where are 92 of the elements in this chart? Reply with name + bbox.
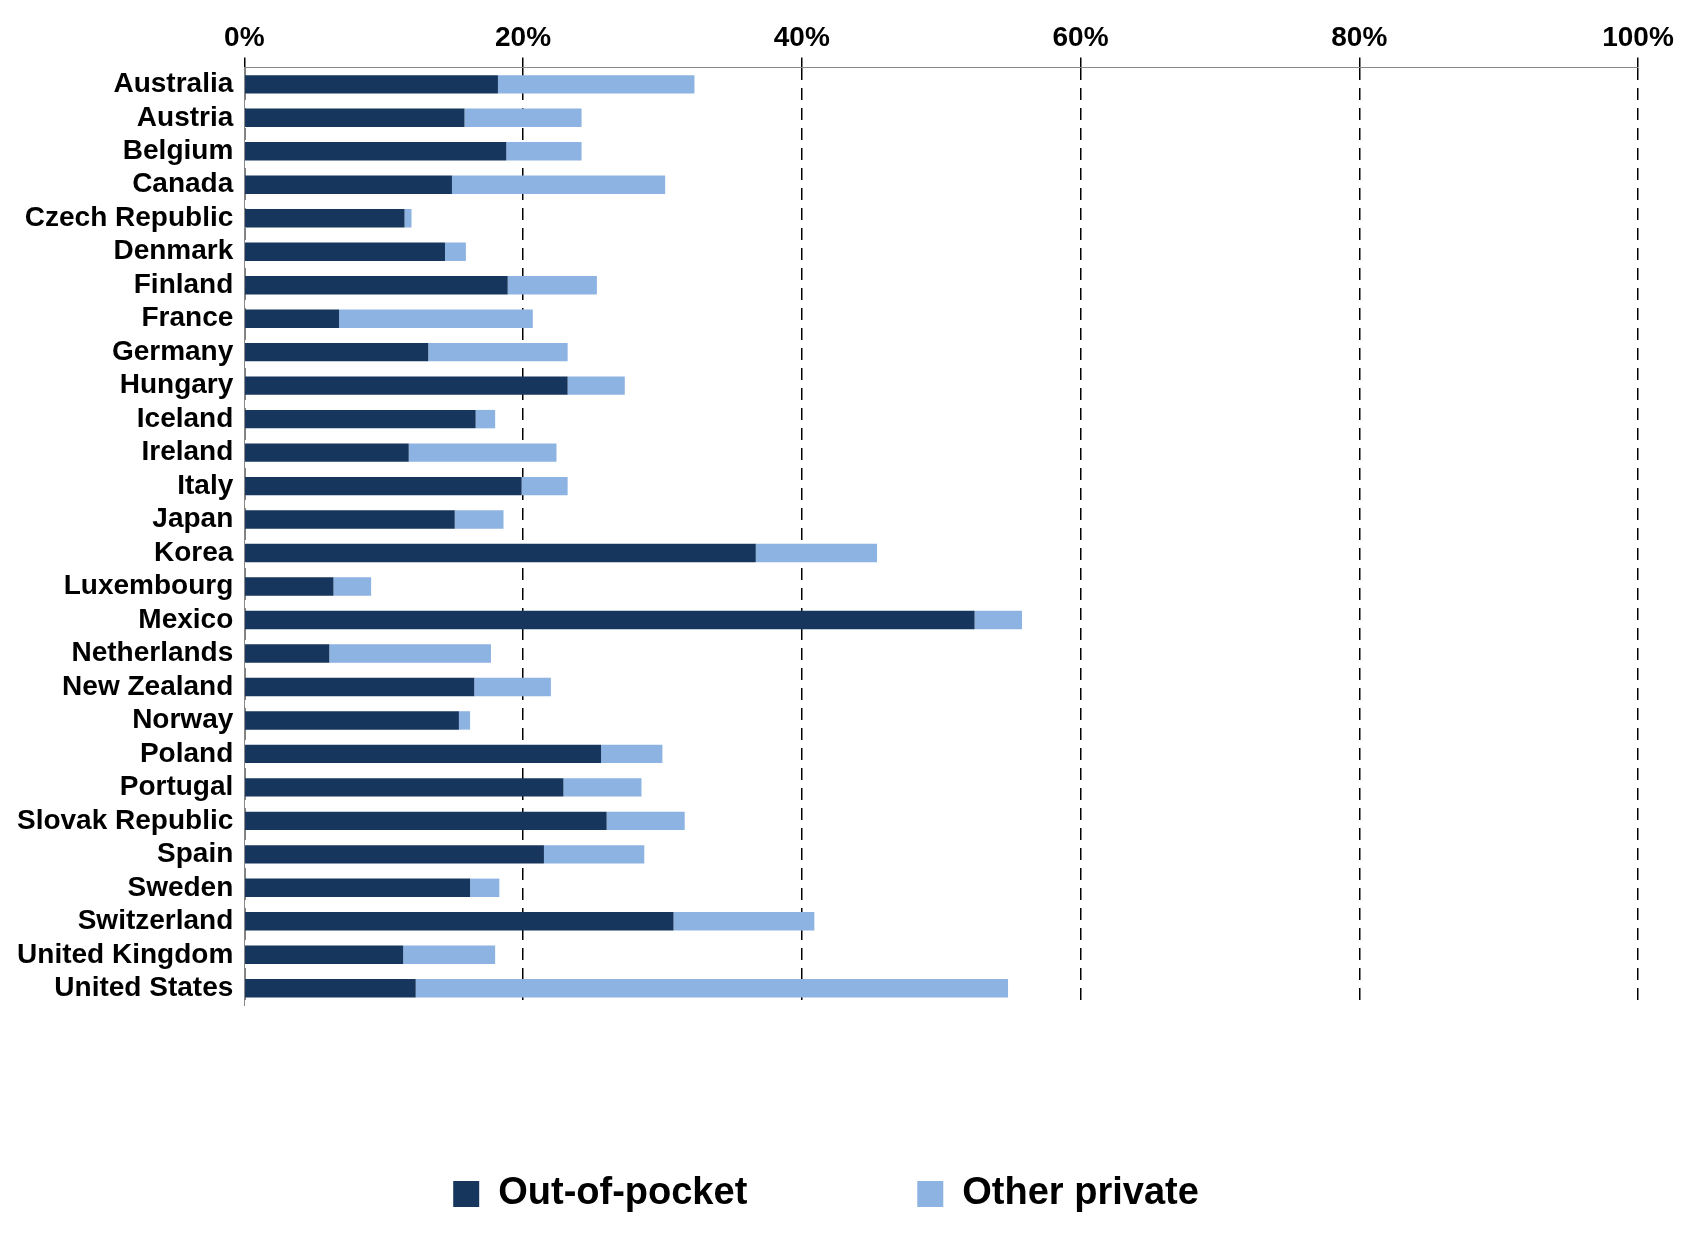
y-tick-label: Switzerland: [77, 904, 234, 936]
bar: [245, 711, 459, 730]
bar: [245, 376, 568, 395]
x-tick-label: 20%: [495, 20, 552, 52]
bar: [245, 409, 476, 429]
y-tick-label: United States: [54, 970, 234, 1002]
x-tick-label: 100%: [1602, 20, 1674, 52]
y-tick-label: France: [141, 301, 234, 333]
bar: [245, 510, 455, 529]
y-tick-label: Japan: [152, 502, 234, 534]
bar: [339, 309, 533, 328]
bar: [506, 142, 582, 161]
bar: [245, 979, 416, 998]
bar: [245, 276, 508, 295]
bar: [245, 209, 405, 228]
bar: [245, 108, 465, 128]
y-tick-label: Ireland: [141, 435, 234, 467]
bar: [245, 912, 674, 931]
bar: [408, 443, 557, 462]
y-tick-label: Slovak Republic: [16, 803, 234, 835]
y-tick-label: United Kingdom: [17, 937, 234, 969]
bar: [543, 845, 645, 864]
bar: [245, 644, 330, 663]
bar: [601, 744, 663, 764]
bar: [454, 510, 504, 529]
bar: [606, 811, 685, 831]
y-tick-label: Finland: [133, 267, 234, 299]
x-tick-label: 40%: [773, 20, 830, 52]
y-tick-label: Germany: [111, 334, 234, 366]
bar: [245, 878, 471, 898]
bar: [673, 912, 815, 931]
bar: [451, 175, 666, 194]
bar: [974, 610, 1022, 630]
bar: [403, 945, 496, 964]
legend-label: Out-of-pocket: [498, 1170, 748, 1213]
bar: [333, 577, 372, 596]
bar: [755, 543, 878, 563]
bar: [497, 75, 695, 94]
y-tick-label: Netherlands: [71, 636, 234, 668]
x-tick-label: 0%: [224, 20, 265, 52]
bar: [245, 342, 429, 362]
y-tick-label: Iceland: [136, 401, 234, 433]
bar: [245, 443, 409, 462]
bar: [245, 945, 404, 964]
bar: [329, 644, 491, 663]
y-tick-label: Norway: [132, 703, 234, 735]
bar: [404, 209, 412, 228]
bar: [470, 878, 500, 898]
bar: [245, 175, 452, 194]
bar: [245, 142, 507, 161]
y-tick-label: Luxembourg: [63, 569, 234, 601]
y-tick-label: Canada: [132, 167, 234, 199]
bar: [475, 409, 496, 429]
bar: [245, 309, 340, 328]
y-tick-label: Spain: [157, 837, 234, 869]
bar: [245, 75, 498, 94]
y-tick-label: New Zealand: [62, 669, 234, 701]
bar: [444, 242, 466, 261]
y-tick-label: Mexico: [138, 602, 234, 634]
y-tick-label: Czech Republic: [24, 200, 234, 232]
bar: [245, 677, 475, 697]
bar: [245, 811, 607, 831]
bar: [464, 108, 582, 128]
y-tick-label: Poland: [139, 736, 234, 768]
bar: [245, 577, 334, 596]
y-tick-label: Italy: [177, 468, 234, 500]
y-tick-label: Hungary: [119, 368, 234, 400]
bar: [245, 476, 522, 496]
y-tick-label: Austria: [136, 100, 234, 132]
bar: [428, 342, 568, 362]
bar: [245, 543, 756, 563]
bar: [245, 845, 544, 864]
bar: [521, 476, 568, 496]
y-tick-label: Denmark: [113, 234, 234, 266]
x-tick-label: 60%: [1052, 20, 1109, 52]
bar: [567, 376, 625, 395]
legend-label: Other private: [962, 1170, 1199, 1213]
bar: [415, 979, 1009, 998]
bar: [245, 610, 975, 630]
bar: [245, 778, 564, 797]
bar: [563, 778, 642, 797]
bar: [507, 276, 597, 295]
x-tick-label: 80%: [1331, 20, 1388, 52]
y-tick-label: Sweden: [127, 870, 234, 902]
y-tick-label: Belgium: [122, 134, 234, 166]
y-tick-label: Portugal: [119, 770, 234, 802]
y-tick-label: Korea: [153, 535, 234, 567]
bar: [245, 744, 602, 764]
bar: [474, 677, 551, 697]
bar: [245, 242, 445, 261]
y-tick-label: Australia: [113, 67, 234, 99]
bar: [458, 711, 471, 730]
